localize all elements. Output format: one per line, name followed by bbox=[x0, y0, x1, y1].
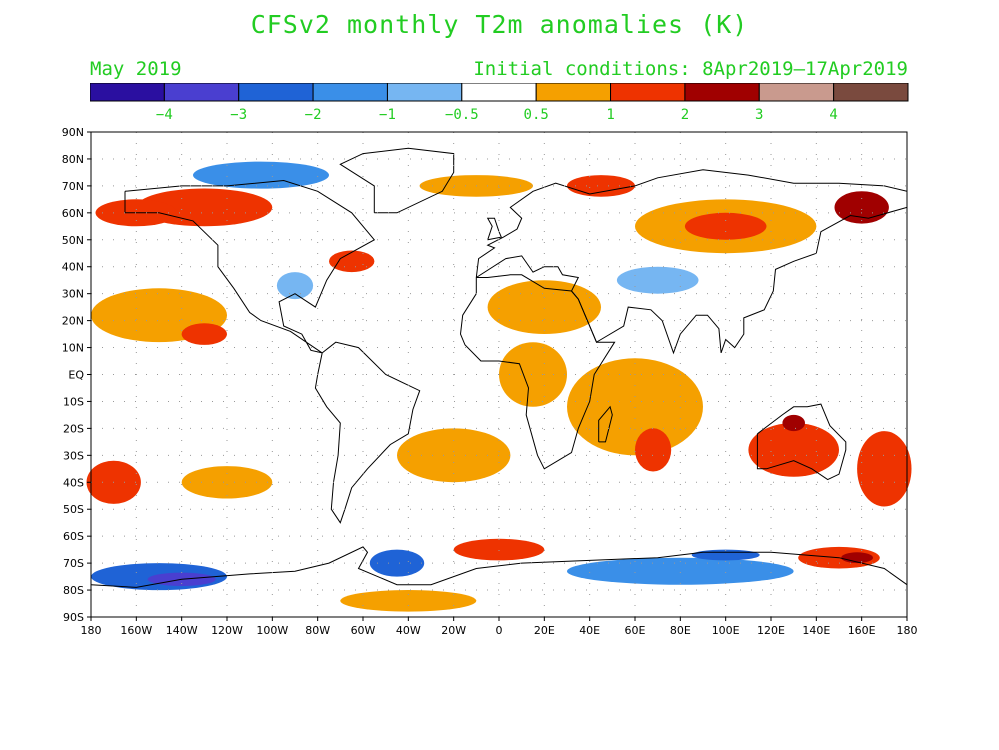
colorbar-label: 3 bbox=[755, 107, 763, 123]
colorbar: −4 −3 −2 −1 −0.5 0.5 1 2 3 4 bbox=[90, 83, 909, 123]
lat-label: 20N bbox=[62, 315, 84, 328]
lon-label: 180 bbox=[81, 624, 102, 637]
colorbar-label: −0.5 bbox=[445, 107, 479, 123]
forecast-month: May 2019 bbox=[90, 58, 182, 80]
lat-label: 50S bbox=[63, 503, 84, 516]
lat-label: 70S bbox=[63, 557, 84, 570]
lat-label: 60S bbox=[63, 530, 84, 543]
anomaly-map: 90N 80N 70N 60N 50N 40N 30N 20N 10N EQ 10S 20S 30S 40… bbox=[62, 126, 918, 637]
anomaly-region bbox=[340, 590, 477, 612]
colorbar-swatch bbox=[238, 83, 314, 102]
colorbar-swatch bbox=[461, 83, 537, 102]
lat-label: 80S bbox=[63, 584, 84, 597]
anomaly-region bbox=[369, 549, 425, 577]
coastline bbox=[756, 403, 847, 481]
lat-label: 30S bbox=[63, 449, 84, 462]
anomaly-region bbox=[684, 212, 767, 240]
colorbar-swatch bbox=[90, 83, 165, 102]
anomaly-region bbox=[616, 266, 699, 294]
anomaly-region bbox=[181, 466, 273, 499]
anomaly-region bbox=[499, 342, 567, 407]
anomaly-region bbox=[691, 549, 760, 561]
lat-label: 50N bbox=[62, 234, 84, 247]
lat-label: 40S bbox=[63, 476, 84, 489]
lon-label: 40E bbox=[579, 624, 600, 637]
lat-label: 40N bbox=[62, 261, 84, 274]
anomaly-region bbox=[276, 272, 314, 300]
graticule bbox=[91, 132, 907, 617]
colorbar-label: −2 bbox=[305, 107, 322, 123]
anomaly-region bbox=[181, 323, 227, 345]
lon-label: 120E bbox=[757, 624, 785, 637]
colorbar-label: 2 bbox=[681, 107, 689, 123]
lon-label: 140E bbox=[802, 624, 830, 637]
initial-conditions: Initial conditions: 8Apr2019–17Apr2019 bbox=[473, 58, 908, 80]
lon-label: 0 bbox=[496, 624, 503, 637]
coastline bbox=[486, 217, 503, 241]
lon-label: 100E bbox=[712, 624, 740, 637]
coastline bbox=[339, 147, 455, 214]
map-title: CFSv2 monthly T2m anomalies (K) bbox=[250, 10, 749, 39]
lon-label: 80E bbox=[670, 624, 691, 637]
colorbar-label: 1 bbox=[606, 107, 614, 123]
anomaly-region bbox=[567, 175, 635, 197]
colorbar-swatch bbox=[386, 83, 463, 102]
colorbar-label: 4 bbox=[829, 107, 837, 123]
lat-label: 90S bbox=[63, 611, 84, 624]
lat-label: 30N bbox=[62, 288, 84, 301]
anomaly-region bbox=[782, 414, 805, 432]
anomaly-region bbox=[834, 191, 889, 224]
coastline bbox=[598, 405, 613, 443]
coastline bbox=[475, 169, 908, 355]
colorbar-swatch bbox=[833, 83, 909, 102]
anomaly-region bbox=[841, 552, 873, 564]
lon-label: 20E bbox=[534, 624, 555, 637]
coastline bbox=[124, 179, 376, 354]
colorbar-label: 0.5 bbox=[524, 107, 549, 123]
lon-label: 60W bbox=[351, 624, 376, 637]
lat-label: EQ bbox=[68, 369, 84, 382]
lat-label: 60N bbox=[62, 207, 84, 220]
colorbar-label: −3 bbox=[230, 107, 247, 123]
anomaly-region bbox=[567, 358, 703, 456]
lon-label: 140W bbox=[166, 624, 198, 637]
lon-label: 20W bbox=[441, 624, 466, 637]
colorbar-swatch bbox=[684, 83, 760, 102]
anomaly-region bbox=[397, 428, 511, 483]
colorbar-swatch bbox=[163, 83, 240, 102]
anomaly-region bbox=[635, 428, 672, 472]
colorbar-swatch bbox=[535, 83, 612, 102]
anomaly-region bbox=[193, 161, 329, 189]
lon-label: 180 bbox=[897, 624, 918, 637]
lon-label: 160W bbox=[120, 624, 152, 637]
coastline bbox=[90, 546, 908, 588]
lat-label: 10N bbox=[62, 342, 84, 355]
lat-label: 90N bbox=[62, 126, 84, 139]
lat-label: 20S bbox=[63, 422, 84, 435]
lat-label: 10S bbox=[63, 395, 84, 408]
colorbar-swatch bbox=[758, 83, 835, 102]
colorbar-label: −4 bbox=[156, 107, 173, 123]
lat-label: 80N bbox=[62, 153, 84, 166]
anomaly-region bbox=[748, 423, 839, 477]
lon-label: 100W bbox=[256, 624, 288, 637]
coastline bbox=[314, 341, 421, 524]
colorbar-label: −1 bbox=[379, 107, 396, 123]
colorbar-swatch bbox=[610, 83, 686, 102]
lat-label: 70N bbox=[62, 180, 84, 193]
anomaly-region bbox=[453, 538, 545, 561]
colorbar-swatch bbox=[312, 83, 388, 102]
lon-label: 80W bbox=[305, 624, 330, 637]
lon-label: 120W bbox=[211, 624, 243, 637]
lon-label: 40W bbox=[396, 624, 421, 637]
anomaly-region bbox=[329, 250, 375, 273]
anomaly-region bbox=[857, 431, 912, 507]
axis-labels: 90N 80N 70N 60N 50N 40N 30N 20N 10N EQ 10S 20S 30S 40… bbox=[62, 126, 918, 637]
coastlines bbox=[90, 147, 908, 588]
coastline bbox=[459, 274, 616, 470]
lon-label: 160E bbox=[848, 624, 876, 637]
anomaly-region bbox=[487, 280, 601, 334]
anomaly-region bbox=[567, 557, 794, 585]
lon-label: 60E bbox=[625, 624, 646, 637]
